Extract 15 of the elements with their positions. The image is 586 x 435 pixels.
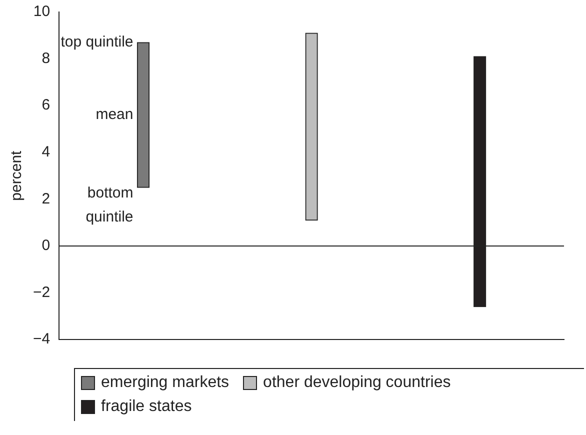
y-tick-label: 4	[42, 144, 50, 161]
y-tick-label: −4	[32, 330, 50, 348]
y-tick-label: 8	[42, 50, 50, 67]
legend-label: other developing countries	[263, 374, 451, 392]
annotation: bottom quintile	[86, 184, 134, 226]
y-tick-label: 0	[42, 237, 50, 254]
legend-label: fragile states	[101, 398, 192, 416]
y-tick-label: −2	[32, 284, 50, 301]
legend-label: emerging markets	[101, 374, 230, 392]
annotation: top quintile	[60, 34, 134, 51]
annotation: mean	[96, 106, 134, 124]
y-tick-label: 10	[33, 3, 50, 20]
y-tick-label: 2	[42, 190, 50, 208]
y-axis-title: percent	[8, 150, 26, 201]
y-tick-label: 6	[42, 96, 50, 114]
